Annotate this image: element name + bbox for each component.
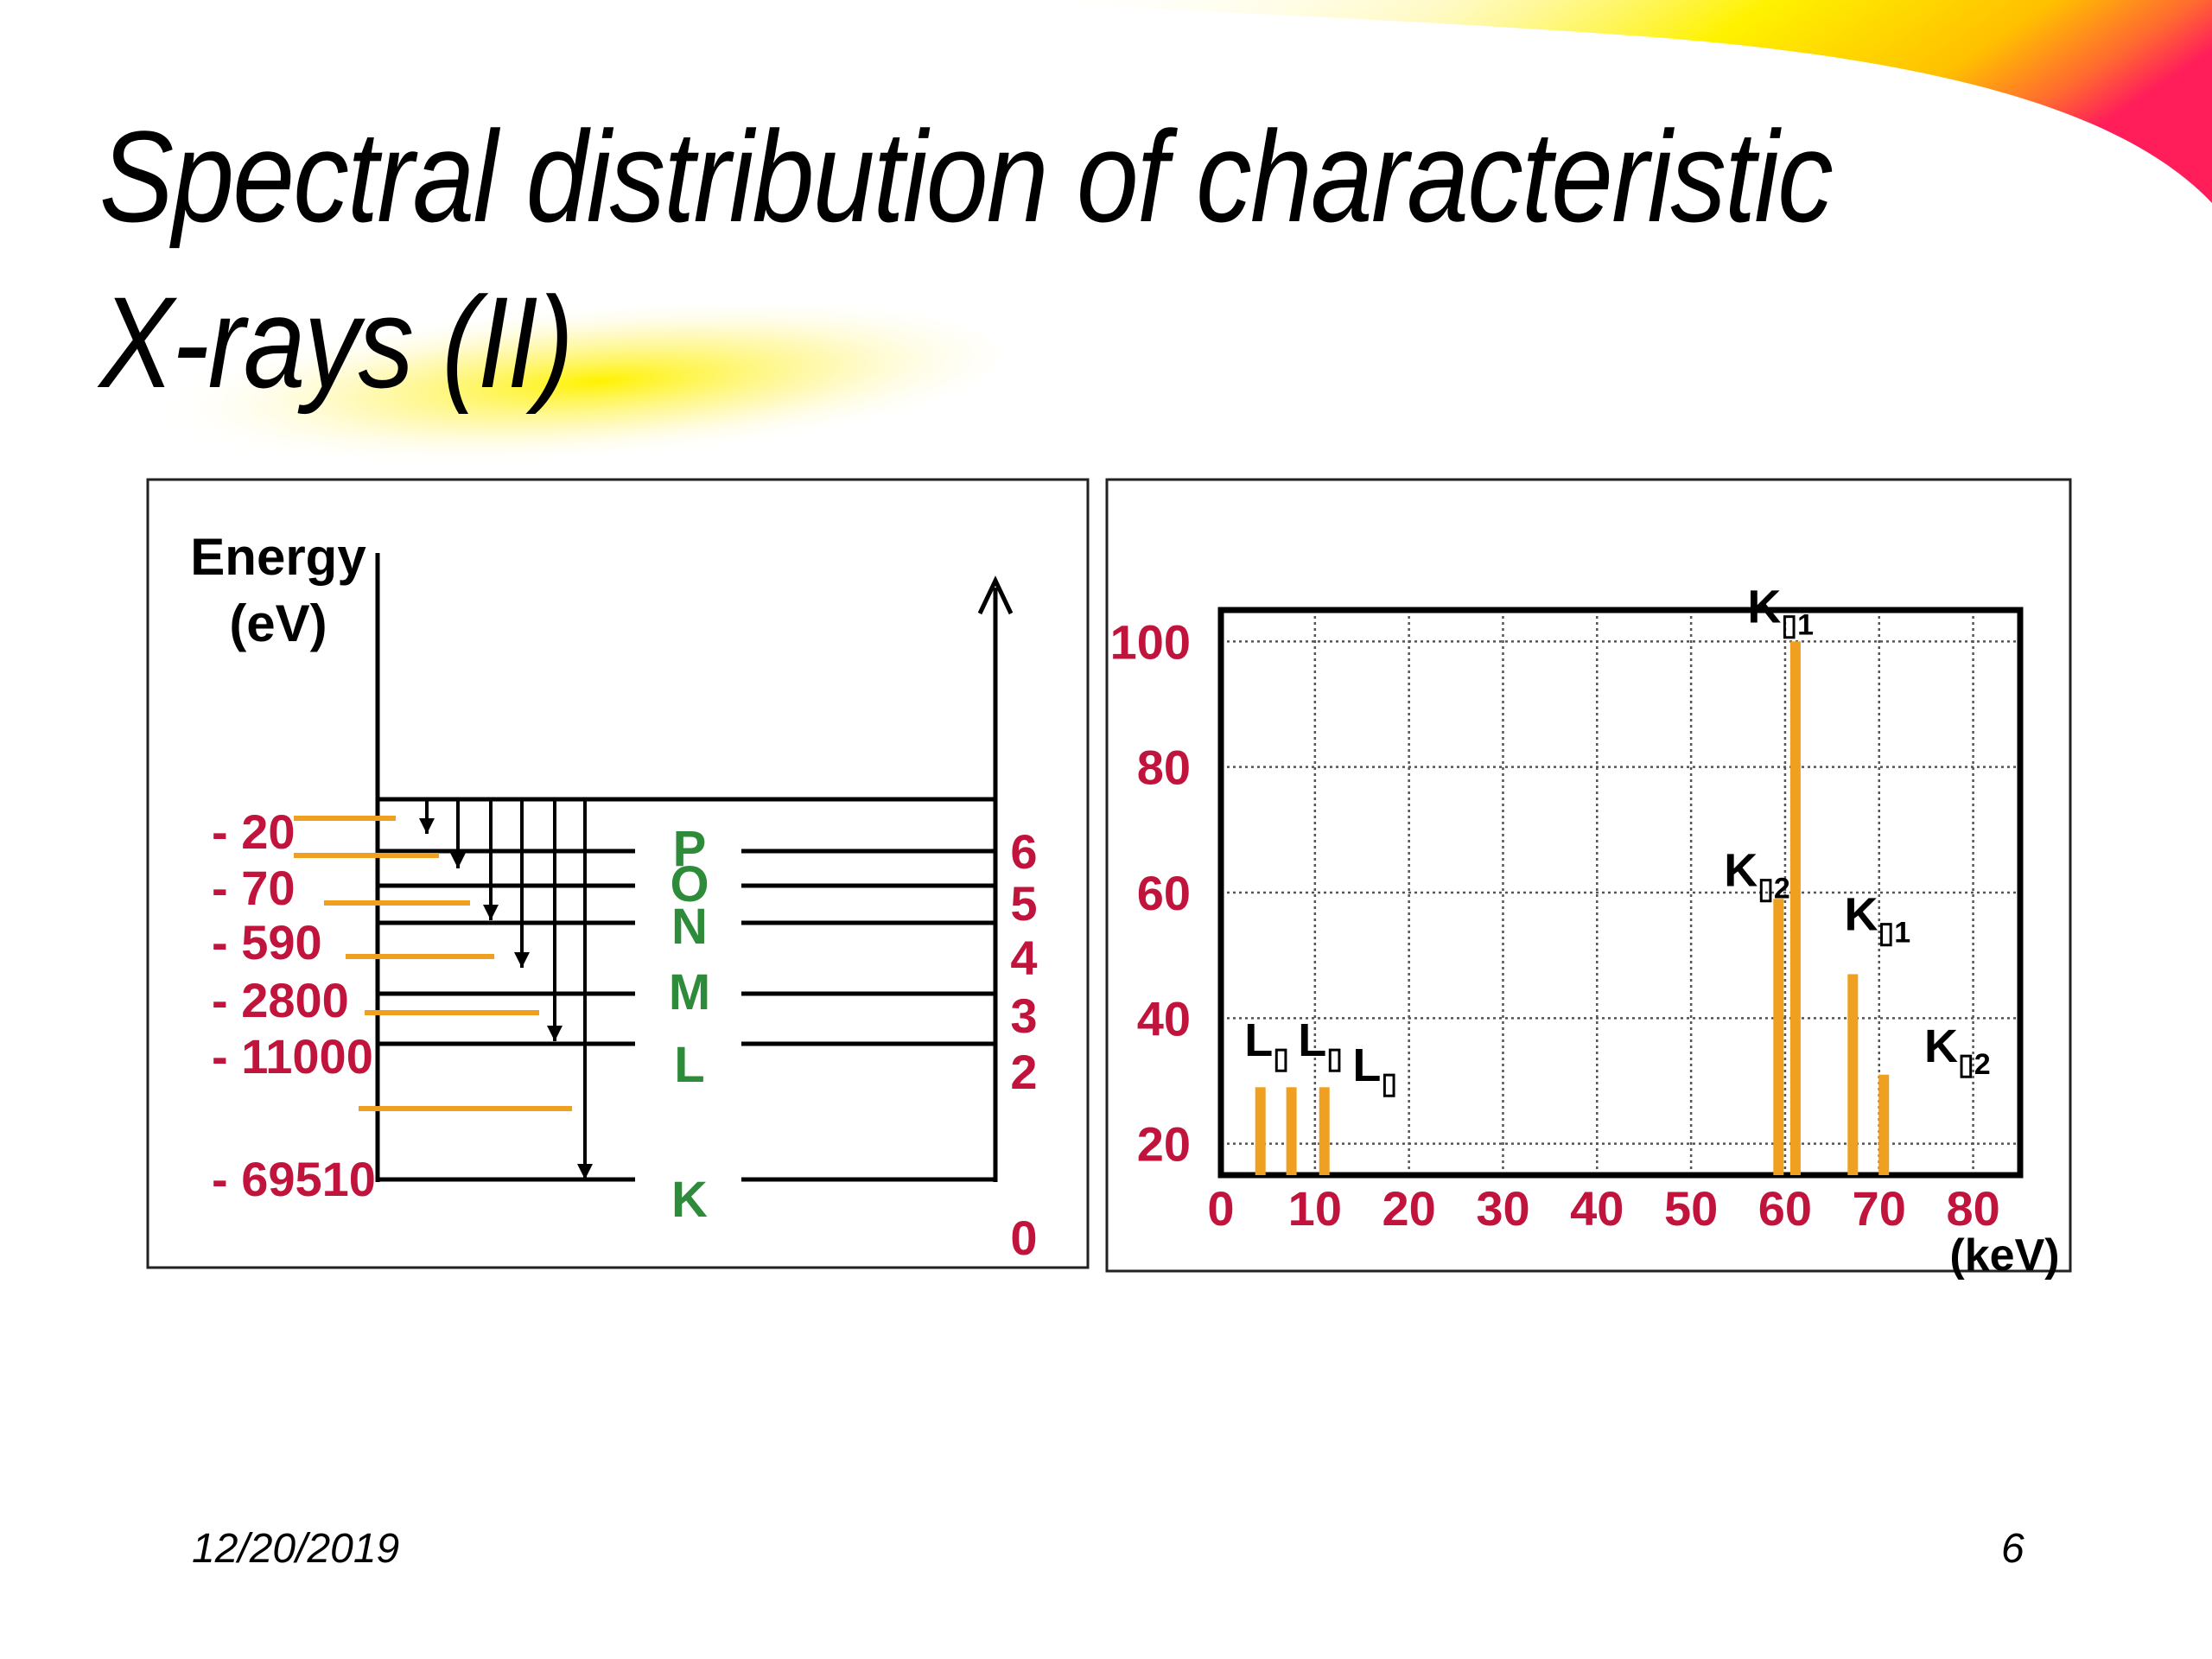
peak-annotation: L▯	[1244, 1014, 1289, 1075]
spectral-line-bar	[1878, 1074, 1890, 1175]
spectral-line-bar	[1847, 974, 1859, 1175]
energy-level-diagram: Energy (eV) - 20 P 6 - 70 O 5 - 590 N 4 - 2800 M 3 - 1…	[190, 528, 1037, 1265]
energy-diagram-frame	[146, 478, 1090, 1269]
transition-arrow-head	[483, 905, 499, 920]
shell-letter-label: L	[674, 1037, 704, 1093]
y-tick-label: 20	[1137, 1117, 1191, 1172]
y-tick-label: 40	[1137, 991, 1191, 1046]
quantum-number-label: 5	[1010, 876, 1037, 931]
plot-area-frame	[1217, 607, 2024, 1179]
peak-annotation-symbol: L	[1352, 1039, 1381, 1091]
peak-annotation-symbol: K	[1924, 1020, 1958, 1072]
quantum-number-label: 3	[1010, 988, 1037, 1043]
spectral-line-bar	[1255, 1087, 1266, 1175]
peak-annotation-symbol: L	[1298, 1014, 1326, 1066]
energy-value-label: - 590	[212, 915, 322, 969]
slide-date: 12/20/2019	[192, 1526, 400, 1572]
quantum-number-label: 4	[1010, 931, 1037, 985]
transition-arrow-head	[577, 1164, 593, 1179]
energy-value-label: - 2800	[212, 973, 349, 1027]
energy-unit-label: (eV)	[229, 594, 327, 652]
spectral-line-bar	[1319, 1087, 1330, 1175]
x-tick-label: 60	[1758, 1181, 1812, 1236]
peak-annotation: L▯	[1352, 1039, 1397, 1100]
shell-letter-label: M	[669, 964, 710, 1020]
x-axis-unit-label: (keV)	[1949, 1230, 2059, 1281]
transition-arrow-head	[450, 853, 466, 868]
spectral-line-bar	[1286, 1087, 1297, 1175]
y-tick-label: 100	[1110, 614, 1191, 669]
peak-annotation: K▯1	[1747, 582, 1814, 642]
transition-arrow-head	[419, 818, 435, 834]
peak-annotation-subscript: ▯1	[1878, 917, 1911, 950]
x-tick-label: 30	[1476, 1181, 1529, 1236]
peak-annotation-symbol: K	[1845, 889, 1878, 941]
peak-annotation: K▯2	[1924, 1020, 1991, 1081]
peak-annotation: L▯	[1298, 1014, 1343, 1075]
shell-letter-label: P	[673, 821, 707, 877]
x-tick-label: 40	[1570, 1181, 1624, 1236]
peak-annotation-symbol: L	[1244, 1014, 1273, 1066]
peak-annotation: K▯2	[1724, 845, 1790, 906]
energy-value-label: - 70	[212, 861, 296, 915]
decorative-title-highlight	[105, 299, 1001, 470]
x-tick-label: 70	[1853, 1181, 1906, 1236]
peak-annotation-subscript: ▯1	[1781, 609, 1814, 642]
quantum-number-label: 6	[1010, 824, 1037, 879]
peak-annotation-subscript: ▯	[1381, 1067, 1397, 1100]
transition-arrow-head	[547, 1026, 563, 1041]
x-tick-label: 80	[1946, 1181, 1999, 1236]
slide-title-line-2: X-rays (II)	[99, 270, 574, 415]
transition-arrow-head	[514, 952, 530, 968]
energy-value-label: - 20	[212, 804, 296, 859]
zero-energy-label: 0	[1010, 1211, 1037, 1265]
x-tick-label: 0	[1207, 1181, 1234, 1236]
shell-letter-label: O	[670, 856, 709, 912]
spectrum-chart-frame	[1105, 478, 2072, 1273]
decorative-swoosh-top	[994, 0, 2212, 203]
peak-annotation-subscript: ▯	[1326, 1042, 1343, 1075]
slide-page-number: 6	[2001, 1526, 2024, 1572]
spectral-line-bar	[1773, 899, 1784, 1175]
quantum-number-label: 2	[1010, 1045, 1037, 1099]
peak-annotation-subscript: ▯2	[1958, 1048, 1991, 1081]
spectral-line-bar	[1789, 641, 1801, 1175]
shell-letter-label: N	[671, 899, 708, 955]
energy-value-label: - 11000	[212, 1029, 373, 1084]
energy-axis-label: Energy	[190, 528, 366, 586]
peak-annotation-symbol: K	[1747, 582, 1781, 633]
slide-title-line-1: Spectral distribution of characteristic	[99, 104, 1834, 249]
y-tick-label: 60	[1137, 866, 1191, 920]
peak-annotation-symbol: K	[1724, 845, 1758, 897]
y-tick-label: 80	[1137, 741, 1191, 795]
energy-value-label: - 69510	[212, 1152, 376, 1206]
peak-annotation: K▯1	[1845, 889, 1911, 950]
shell-letter-label: K	[671, 1172, 708, 1228]
peak-annotation-subscript: ▯2	[1758, 873, 1790, 906]
x-tick-label: 50	[1664, 1181, 1718, 1236]
ionization-arrow-head	[977, 575, 1014, 615]
peak-annotation-subscript: ▯	[1273, 1042, 1289, 1075]
x-tick-label: 10	[1288, 1181, 1342, 1236]
x-tick-label: 20	[1382, 1181, 1435, 1236]
